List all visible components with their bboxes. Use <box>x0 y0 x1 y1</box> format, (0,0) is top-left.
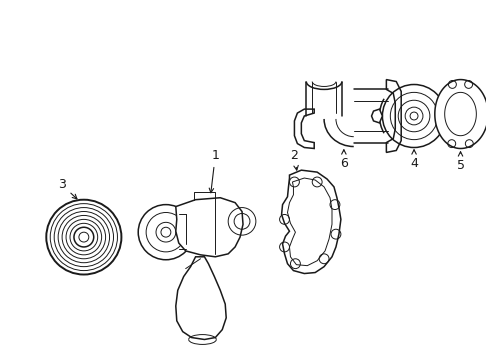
Polygon shape <box>294 109 314 148</box>
Text: 3: 3 <box>58 179 77 199</box>
Polygon shape <box>444 93 475 136</box>
Text: 5: 5 <box>456 152 464 172</box>
Text: 2: 2 <box>290 149 298 170</box>
Polygon shape <box>175 257 226 339</box>
Polygon shape <box>445 109 456 123</box>
Text: 6: 6 <box>339 150 347 170</box>
Polygon shape <box>371 109 382 123</box>
Polygon shape <box>175 198 243 257</box>
Polygon shape <box>281 170 340 274</box>
Text: 1: 1 <box>209 149 219 193</box>
Text: 4: 4 <box>409 150 417 170</box>
Polygon shape <box>434 80 487 148</box>
Polygon shape <box>287 178 331 266</box>
Polygon shape <box>386 80 400 152</box>
